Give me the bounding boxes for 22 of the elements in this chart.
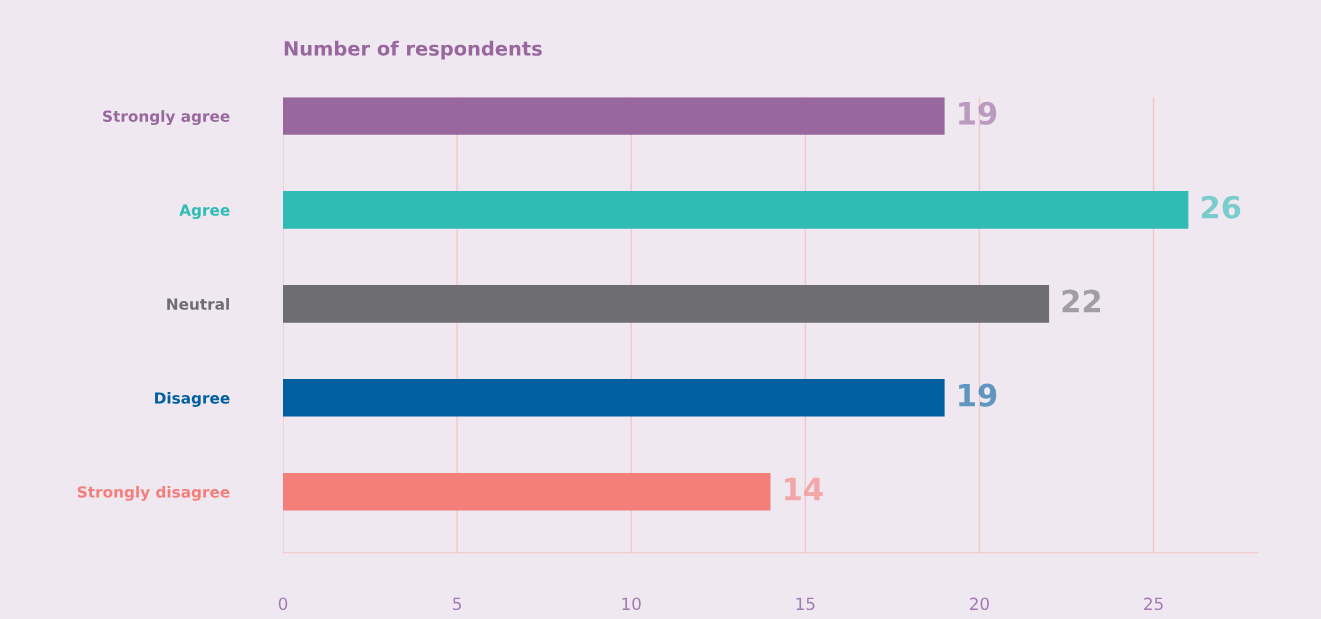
data-label: 19 — [959, 101, 997, 125]
bar — [283, 285, 1050, 323]
x-tick-label: 0 — [278, 597, 288, 611]
bar — [283, 191, 1189, 229]
x-tick-label: 20 — [970, 597, 989, 611]
chart-title: Number of respondents — [284, 40, 542, 60]
y-tick-label: Agree — [179, 204, 230, 219]
x-tick-label: 25 — [1144, 597, 1163, 611]
data-label: 22 — [1062, 289, 1101, 313]
x-tick-label: 15 — [796, 597, 815, 611]
x-tick-label: 5 — [453, 597, 461, 611]
data-label: 14 — [785, 477, 823, 501]
y-tick-label: Strongly disagree — [77, 485, 230, 501]
bar — [283, 378, 945, 417]
x-tick-label: 10 — [622, 597, 641, 611]
bar — [283, 472, 771, 511]
y-tick-label: Strongly agree — [103, 110, 230, 126]
y-tick-label: Neutral — [167, 298, 229, 310]
y-tick-label: Disagree — [155, 391, 230, 407]
data-label: 26 — [1201, 195, 1241, 219]
bar — [283, 97, 945, 135]
data-label: 19 — [959, 383, 997, 407]
